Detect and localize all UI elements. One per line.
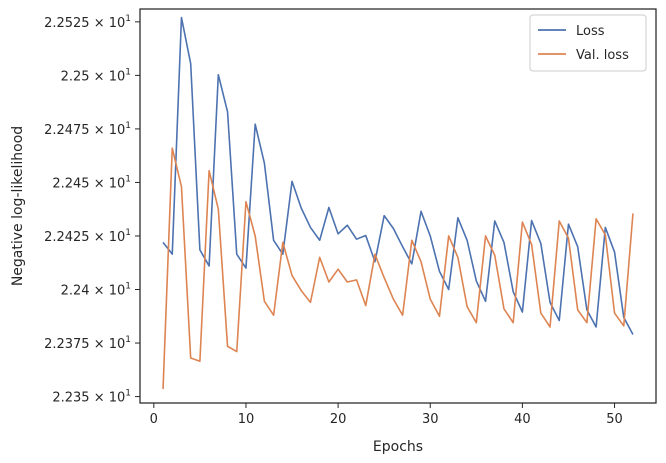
y-tick-label: 2.25 × 101 bbox=[61, 67, 131, 84]
y-tick-label: 2.245 × 101 bbox=[52, 174, 131, 191]
y-axis-label: Negative log-likelihood bbox=[10, 126, 26, 286]
legend-label-val-loss: Val. loss bbox=[576, 48, 629, 63]
legend-box bbox=[529, 14, 647, 72]
series-line-val-loss bbox=[162, 147, 634, 390]
y-axis-ticks: 2.235 × 101 2.2375 × 101 2.24 × 101 2.2425 … bbox=[44, 14, 140, 406]
y-tick-label: 2.2525 × 101 bbox=[44, 14, 131, 31]
y-tick-label: 2.2375 × 101 bbox=[44, 335, 131, 352]
x-tick-label: 30 bbox=[422, 412, 439, 427]
x-tick-label: 40 bbox=[514, 412, 531, 427]
x-axis-ticks: 0 10 20 30 40 50 bbox=[150, 403, 623, 427]
y-tick-label: 2.235 × 101 bbox=[52, 389, 131, 406]
y-tick-label: 2.2425 × 101 bbox=[44, 228, 131, 245]
y-tick-label: 2.2475 × 101 bbox=[44, 121, 131, 138]
series-line-loss bbox=[162, 16, 634, 335]
y-tick-label: 2.24 × 101 bbox=[61, 282, 131, 299]
legend: Loss Val. loss bbox=[529, 14, 647, 72]
series-lines bbox=[162, 16, 634, 390]
plot-frame bbox=[139, 8, 657, 404]
x-tick-label: 20 bbox=[330, 412, 347, 427]
x-tick-label: 10 bbox=[238, 412, 255, 427]
x-axis-label: Epochs bbox=[373, 439, 423, 455]
plot-area bbox=[140, 9, 656, 403]
x-tick-label: 50 bbox=[606, 412, 623, 427]
x-tick-label: 0 bbox=[150, 412, 158, 427]
legend-label-loss: Loss bbox=[576, 24, 605, 39]
